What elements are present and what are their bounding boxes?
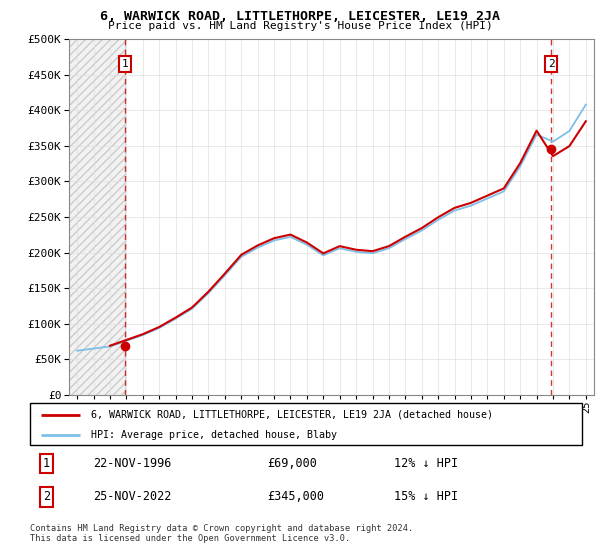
Bar [69,39,125,395]
Text: 25-NOV-2022: 25-NOV-2022 [94,491,172,503]
Text: £345,000: £345,000 [268,491,325,503]
Text: 2: 2 [43,491,50,503]
Text: 1: 1 [121,59,128,69]
Text: Contains HM Land Registry data © Crown copyright and database right 2024.
This d: Contains HM Land Registry data © Crown c… [30,524,413,543]
Text: 15% ↓ HPI: 15% ↓ HPI [394,491,458,503]
Text: £69,000: £69,000 [268,457,317,470]
FancyBboxPatch shape [30,403,582,445]
Text: 1: 1 [43,457,50,470]
Text: 2: 2 [548,59,555,69]
Text: 6, WARWICK ROAD, LITTLETHORPE, LEICESTER, LE19 2JA (detached house): 6, WARWICK ROAD, LITTLETHORPE, LEICESTER… [91,410,493,420]
Text: 22-NOV-1996: 22-NOV-1996 [94,457,172,470]
Text: 6, WARWICK ROAD, LITTLETHORPE, LEICESTER, LE19 2JA: 6, WARWICK ROAD, LITTLETHORPE, LEICESTER… [100,10,500,23]
Text: HPI: Average price, detached house, Blaby: HPI: Average price, detached house, Blab… [91,430,337,440]
Text: Price paid vs. HM Land Registry's House Price Index (HPI): Price paid vs. HM Land Registry's House … [107,21,493,31]
Text: 12% ↓ HPI: 12% ↓ HPI [394,457,458,470]
